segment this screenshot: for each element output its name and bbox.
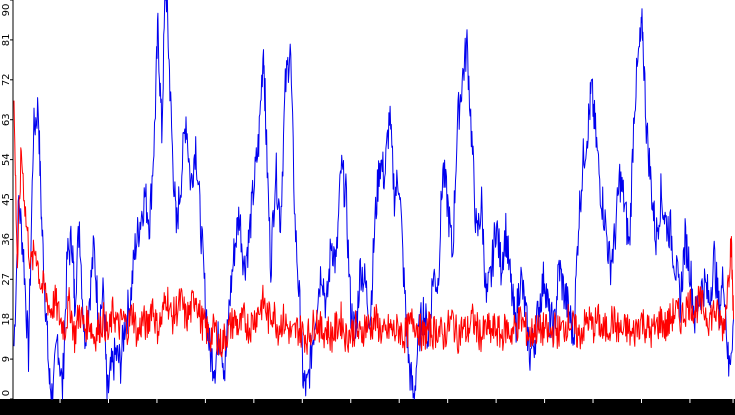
y-tick-group: 0 9 18 27 36 45 54 63 72 81 90 xyxy=(1,0,13,400)
y-tick-label: 36 xyxy=(1,233,12,246)
x-tick-group: 14:01 14:02 14:03 14:04 14:05 14:06 14:07 14:08… xyxy=(46,399,735,415)
y-tick-label: 54 xyxy=(1,153,12,166)
y-tick-label: 81 xyxy=(1,34,12,47)
x-tick-label: 14:11 xyxy=(530,405,559,415)
x-axis-area xyxy=(0,399,735,415)
x-tick-label: 14:06 xyxy=(288,405,317,415)
x-tick-label: 14:02 xyxy=(94,405,123,415)
series-line-red xyxy=(13,100,734,358)
x-tick-label: 14:09 xyxy=(433,405,462,415)
x-tick-label: 14:01 xyxy=(46,405,75,415)
y-tick-label: 45 xyxy=(1,193,12,206)
y-axis-band xyxy=(0,0,13,399)
y-tick-label: 27 xyxy=(1,273,12,286)
x-tick-label: 14:08 xyxy=(385,405,414,415)
x-axis-band xyxy=(0,399,735,415)
y-tick-label: 18 xyxy=(1,313,12,326)
y-tick-label: 9 xyxy=(1,356,12,362)
series-layer xyxy=(13,0,734,400)
x-tick-label: 14:03 xyxy=(143,405,172,415)
x-tick-label: 14:07 xyxy=(336,405,365,415)
y-tick-label: 63 xyxy=(1,113,12,126)
x-tick-label: 14:13 xyxy=(627,405,656,415)
x-tick-label: 14:14 xyxy=(676,405,705,415)
x-tick-label: 14:10 xyxy=(482,405,511,415)
x-tick-label: 14:12 xyxy=(579,405,608,415)
x-tick-label: 14:04 xyxy=(191,405,220,415)
x-tick-label: 14 xyxy=(722,405,735,415)
y-tick-label: 72 xyxy=(1,73,12,86)
y-tick-label: 90 xyxy=(1,4,12,17)
y-tick-label: 0 xyxy=(1,390,12,396)
x-tick-label: 14:05 xyxy=(239,405,268,415)
